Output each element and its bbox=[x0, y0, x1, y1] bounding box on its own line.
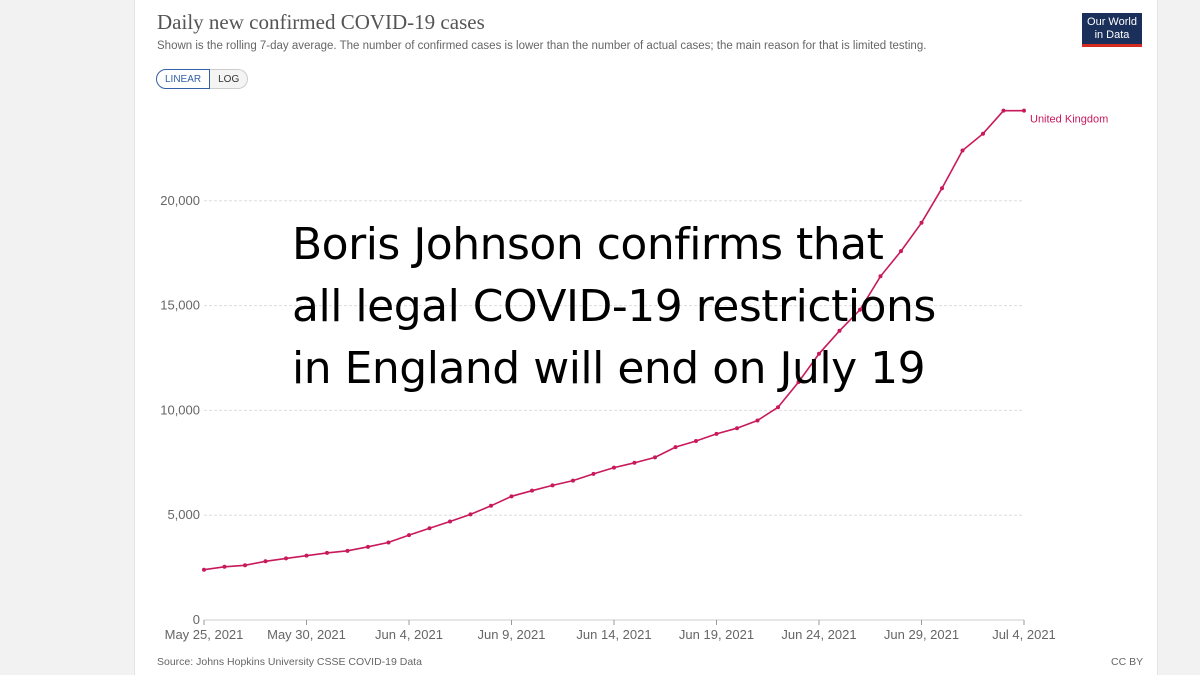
caption-line-3: in England will end on July 19 bbox=[292, 343, 926, 394]
data-point bbox=[919, 220, 924, 225]
x-tick-label: Jun 24, 2021 bbox=[781, 627, 856, 642]
data-point bbox=[284, 556, 288, 561]
data-point bbox=[776, 405, 780, 410]
scale-toggle: LINEAR LOG bbox=[156, 69, 249, 89]
data-point bbox=[591, 471, 596, 476]
data-point bbox=[673, 445, 678, 450]
x-tick-label: Jun 19, 2021 bbox=[679, 627, 754, 642]
data-point bbox=[509, 494, 514, 499]
data-point bbox=[899, 249, 903, 254]
y-tick-label: 10,000 bbox=[160, 402, 200, 417]
y-tick-label: 5,000 bbox=[167, 507, 200, 522]
data-point bbox=[714, 431, 719, 436]
data-point bbox=[427, 526, 432, 531]
x-tick-label: May 30, 2021 bbox=[267, 627, 346, 642]
data-point bbox=[1001, 108, 1006, 113]
logo-line-1: Our World bbox=[1087, 16, 1137, 28]
data-point bbox=[325, 550, 329, 555]
data-point bbox=[1022, 108, 1026, 113]
data-point bbox=[571, 478, 575, 483]
data-point bbox=[735, 426, 739, 431]
data-point bbox=[407, 533, 411, 538]
caption-line-2: all legal COVID-19 restrictions bbox=[292, 281, 936, 332]
y-tick-label: 0 bbox=[193, 612, 200, 627]
data-point bbox=[366, 544, 370, 549]
data-point bbox=[386, 540, 391, 545]
caption-line-1: Boris Johnson confirms that bbox=[292, 219, 884, 270]
data-point bbox=[858, 307, 862, 312]
data-point bbox=[632, 460, 637, 465]
source-note[interactable]: Source: Johns Hopkins University CSSE CO… bbox=[157, 656, 422, 668]
data-point bbox=[222, 564, 227, 569]
data-point bbox=[202, 567, 206, 572]
data-point bbox=[940, 186, 944, 191]
x-tick-label: Jun 29, 2021 bbox=[884, 627, 959, 642]
x-tick-label: Jun 14, 2021 bbox=[576, 627, 651, 642]
data-point bbox=[304, 553, 309, 558]
chart-title: Daily new confirmed COVID-19 cases bbox=[157, 10, 485, 34]
data-point bbox=[796, 380, 801, 385]
data-point bbox=[653, 455, 657, 460]
line-chart: 0 5,000 10,000 15,000 20,000 May 25, 2021 May … bbox=[160, 108, 1108, 642]
data-point bbox=[468, 512, 473, 517]
data-point bbox=[694, 439, 698, 444]
logo-line-2: in Data bbox=[1094, 29, 1130, 41]
data-point bbox=[243, 563, 247, 568]
linear-toggle-button[interactable]: LINEAR bbox=[156, 69, 211, 89]
owid-logo[interactable]: Our World in Data bbox=[1082, 13, 1142, 47]
data-point bbox=[345, 548, 350, 553]
data-point bbox=[981, 131, 985, 136]
data-point bbox=[755, 418, 760, 423]
chart-card: Daily new confirmed COVID-19 cases Shown… bbox=[134, 0, 1158, 675]
data-point bbox=[489, 503, 493, 508]
series-label: United Kingdom bbox=[1030, 114, 1108, 126]
license-link[interactable]: CC BY bbox=[1111, 656, 1144, 668]
data-point bbox=[550, 483, 555, 488]
data-point bbox=[530, 488, 534, 493]
x-tick-label: Jun 4, 2021 bbox=[375, 627, 443, 642]
data-point bbox=[448, 519, 452, 524]
data-point bbox=[817, 351, 821, 356]
x-tick-label: Jul 4, 2021 bbox=[992, 627, 1056, 642]
y-tick-label: 20,000 bbox=[160, 193, 200, 208]
y-tick-label: 15,000 bbox=[160, 298, 200, 313]
data-point bbox=[612, 465, 616, 470]
data-point bbox=[837, 328, 842, 333]
x-tick-label: Jun 9, 2021 bbox=[478, 627, 546, 642]
x-tick-label: May 25, 2021 bbox=[165, 627, 244, 642]
data-point bbox=[960, 148, 965, 153]
news-caption-overlay: Boris Johnson confirms that all legal CO… bbox=[292, 214, 1052, 400]
chart-subtitle: Shown is the rolling 7-day average. The … bbox=[157, 40, 927, 52]
data-point bbox=[878, 274, 883, 279]
log-toggle-button[interactable]: LOG bbox=[210, 69, 249, 89]
data-point bbox=[263, 559, 268, 564]
